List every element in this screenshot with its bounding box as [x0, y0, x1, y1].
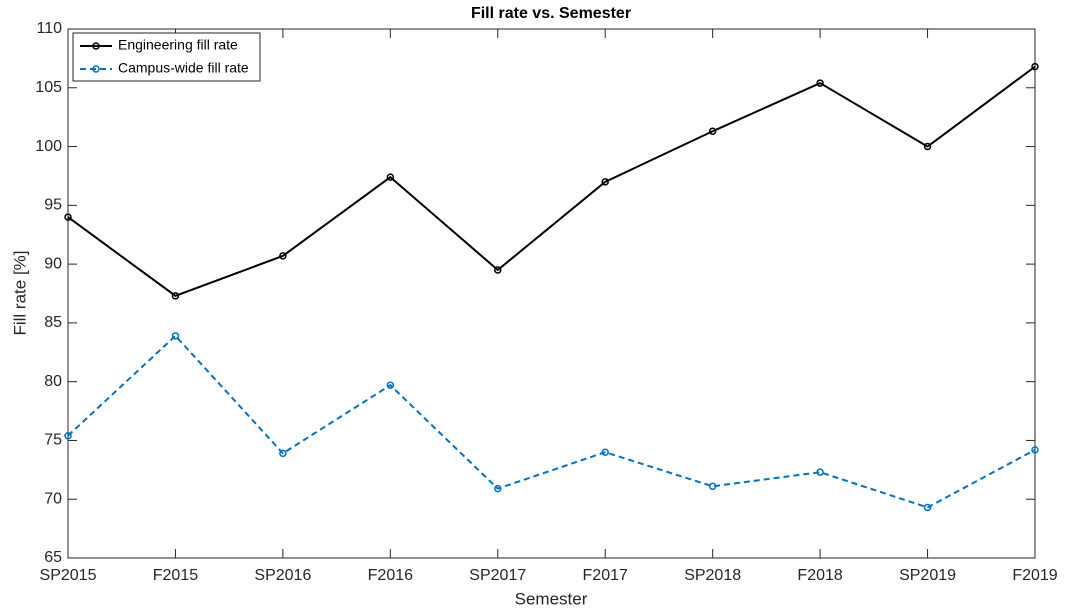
y-tick-label: 85	[44, 314, 62, 331]
legend-marker	[92, 65, 100, 73]
point-marker	[816, 468, 824, 476]
y-tick-label: 75	[44, 432, 62, 449]
point-marker	[1031, 62, 1039, 71]
y-tick-label: 105	[35, 79, 62, 96]
y-tick-label: 100	[35, 138, 62, 155]
series-line	[67, 65, 1036, 297]
point-marker	[171, 292, 180, 300]
point-marker	[64, 213, 72, 221]
x-tick-label: F2019	[1012, 567, 1057, 584]
point-marker	[708, 127, 717, 136]
x-tick-label: F2018	[797, 567, 842, 584]
legend-label: Engineering fill rate	[118, 37, 238, 53]
y-tick-label: 70	[44, 490, 62, 507]
y-tick-label: 110	[36, 20, 62, 37]
point-marker	[601, 448, 609, 456]
point-marker	[923, 142, 932, 151]
legend-label: Campus-wide fill rate	[118, 60, 249, 76]
legend-marker	[92, 42, 100, 50]
point-marker	[171, 332, 180, 340]
x-tick-label: SP2018	[684, 567, 741, 584]
x-tick-label: F2017	[583, 567, 628, 584]
point-marker	[1031, 446, 1039, 454]
y-tick-label: 65	[44, 549, 62, 566]
point-marker	[279, 449, 287, 458]
chart-title: Fill rate vs. Semester	[471, 5, 631, 22]
point-marker	[494, 266, 502, 274]
legend-box	[72, 32, 261, 82]
point-marker	[601, 178, 609, 186]
point-marker	[386, 381, 395, 389]
point-marker	[816, 79, 824, 87]
series-line	[67, 334, 1036, 509]
point-marker	[279, 252, 287, 260]
y-axis-label: Fill rate [%]	[10, 250, 29, 335]
point-marker	[64, 431, 72, 440]
x-tick-label: SP2016	[254, 567, 311, 584]
y-tick-label: 95	[44, 197, 62, 214]
x-tick-label: SP2015	[40, 567, 97, 584]
point-marker	[386, 173, 395, 181]
x-tick-label: F2015	[153, 567, 198, 584]
plot-frame	[67, 28, 1036, 559]
x-tick-label: F2016	[368, 567, 413, 584]
x-tick-label: SP2017	[469, 567, 526, 584]
y-tick-label: 80	[44, 373, 62, 390]
y-tick-label: 90	[44, 255, 62, 272]
point-marker	[923, 503, 932, 512]
point-marker	[494, 484, 502, 493]
x-axis-label: Semester	[515, 589, 588, 608]
x-tick-label: SP2019	[899, 567, 956, 584]
point-marker	[708, 482, 717, 491]
